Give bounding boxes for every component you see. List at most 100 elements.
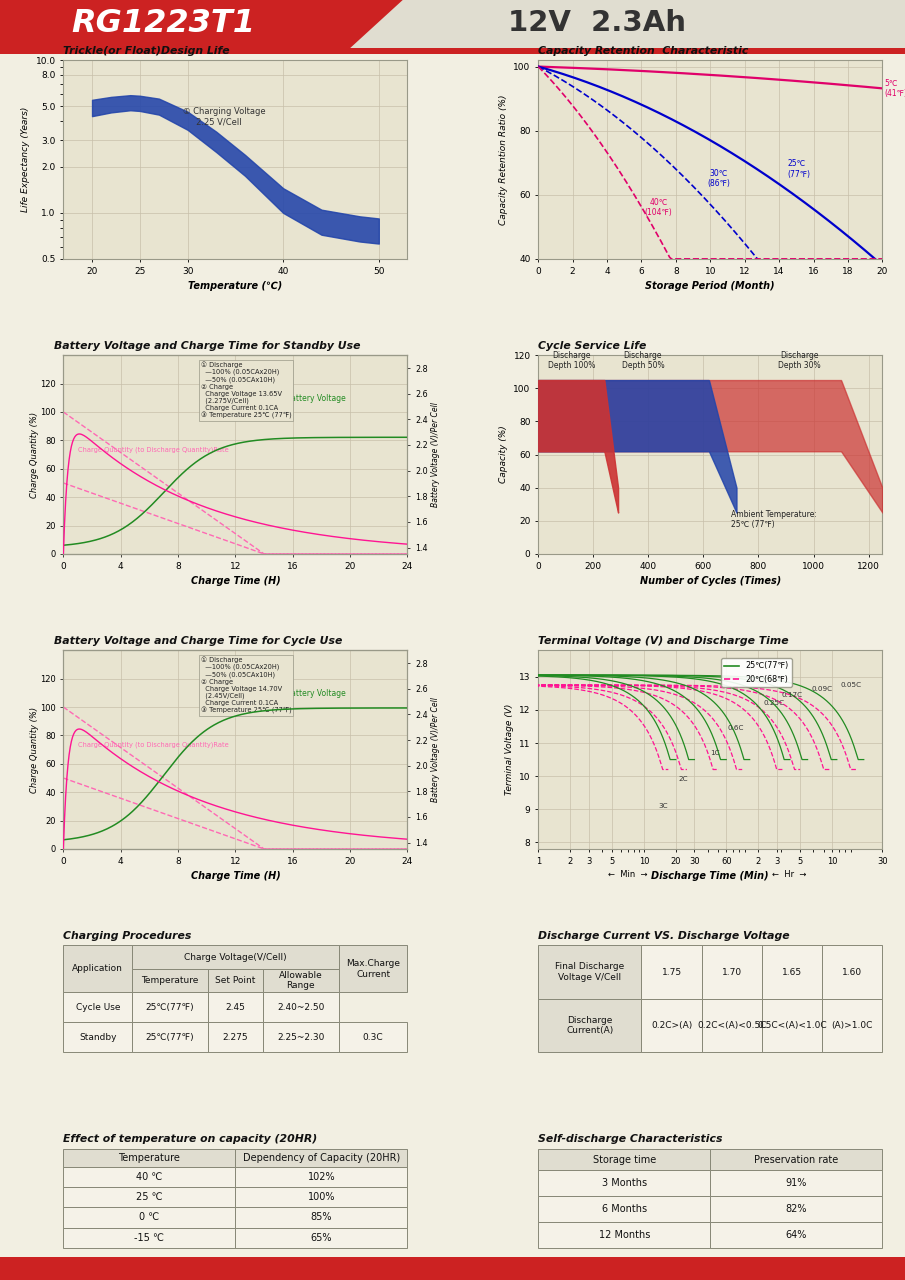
- Y-axis label: Capacity (%): Capacity (%): [499, 426, 508, 484]
- Text: 1.60: 1.60: [843, 968, 862, 977]
- FancyBboxPatch shape: [63, 1228, 235, 1248]
- Text: 0 ℃: 0 ℃: [139, 1212, 159, 1222]
- Y-axis label: Charge Quantity (%): Charge Quantity (%): [30, 411, 39, 498]
- FancyBboxPatch shape: [263, 1023, 338, 1052]
- FancyBboxPatch shape: [762, 946, 822, 998]
- X-axis label: Discharge Time (Min): Discharge Time (Min): [652, 872, 769, 881]
- FancyBboxPatch shape: [63, 1207, 235, 1228]
- FancyBboxPatch shape: [208, 969, 263, 992]
- FancyBboxPatch shape: [538, 1170, 710, 1197]
- Text: Discharge Current VS. Discharge Voltage: Discharge Current VS. Discharge Voltage: [538, 931, 790, 941]
- Text: 1.70: 1.70: [722, 968, 742, 977]
- Text: 6 Months: 6 Months: [602, 1204, 647, 1215]
- Text: Discharge
Depth 50%: Discharge Depth 50%: [622, 351, 664, 370]
- Text: 12 Months: 12 Months: [598, 1230, 650, 1240]
- Text: ① Discharge
  —100% (0.05CAx20H)
  —50% (0.05CAx10H)
② Charge
  Charge Voltage 1: ① Discharge —100% (0.05CAx20H) —50% (0.0…: [201, 657, 291, 714]
- Text: 0.2C>(A): 0.2C>(A): [651, 1021, 692, 1030]
- Y-axis label: Capacity Retention Ratio (%): Capacity Retention Ratio (%): [499, 95, 508, 225]
- Text: Capacity Retention  Characteristic: Capacity Retention Characteristic: [538, 46, 748, 56]
- Polygon shape: [0, 1257, 905, 1280]
- Text: 40℃
(104℉): 40℃ (104℉): [645, 198, 672, 218]
- Text: 0.3C: 0.3C: [363, 1033, 384, 1042]
- Text: 0.2C<(A)<0.5C: 0.2C<(A)<0.5C: [697, 1021, 767, 1030]
- Text: Final Discharge
Voltage V/Cell: Final Discharge Voltage V/Cell: [556, 963, 624, 982]
- Text: 0.05C: 0.05C: [841, 682, 862, 687]
- Text: Trickle(or Float)Design Life: Trickle(or Float)Design Life: [63, 46, 230, 56]
- Text: 82%: 82%: [786, 1204, 807, 1215]
- Text: 0.25C: 0.25C: [764, 700, 785, 705]
- Text: 0.5C<(A)<1.0C: 0.5C<(A)<1.0C: [757, 1021, 827, 1030]
- Polygon shape: [0, 0, 905, 54]
- FancyBboxPatch shape: [710, 1197, 882, 1222]
- FancyBboxPatch shape: [701, 998, 762, 1052]
- FancyBboxPatch shape: [132, 992, 208, 1023]
- Text: Dependency of Capacity (20HR): Dependency of Capacity (20HR): [243, 1152, 400, 1162]
- Y-axis label: Battery Voltage (V)/Per Cell: Battery Voltage (V)/Per Cell: [431, 402, 440, 507]
- Text: 102%: 102%: [308, 1171, 335, 1181]
- Text: 40 ℃: 40 ℃: [136, 1171, 163, 1181]
- Y-axis label: Terminal Voltage (V): Terminal Voltage (V): [505, 704, 513, 795]
- Text: Battery Voltage and Charge Time for Standby Use: Battery Voltage and Charge Time for Stan…: [54, 340, 361, 351]
- Text: Cycle Use: Cycle Use: [75, 1002, 120, 1012]
- Text: Discharge
Depth 30%: Discharge Depth 30%: [778, 351, 821, 370]
- Text: 1.65: 1.65: [782, 968, 802, 977]
- FancyBboxPatch shape: [235, 1148, 407, 1166]
- Text: Set Point: Set Point: [215, 977, 255, 986]
- FancyBboxPatch shape: [642, 946, 701, 998]
- Y-axis label: Life Expectancy (Years): Life Expectancy (Years): [21, 106, 30, 212]
- FancyBboxPatch shape: [701, 946, 762, 998]
- Text: 2.25~2.30: 2.25~2.30: [277, 1033, 325, 1042]
- Text: 0.6C: 0.6C: [728, 724, 744, 731]
- FancyBboxPatch shape: [263, 969, 338, 992]
- Text: Effect of temperature on capacity (20HR): Effect of temperature on capacity (20HR): [63, 1134, 318, 1144]
- Text: Ambient Temperature:
25℃ (77℉): Ambient Temperature: 25℃ (77℉): [731, 509, 817, 530]
- X-axis label: Number of Cycles (Times): Number of Cycles (Times): [640, 576, 781, 586]
- FancyBboxPatch shape: [263, 992, 338, 1023]
- Text: Battery Voltage and Charge Time for Cycle Use: Battery Voltage and Charge Time for Cycl…: [54, 636, 343, 646]
- Text: 0.09C: 0.09C: [812, 686, 833, 691]
- FancyBboxPatch shape: [132, 969, 208, 992]
- Text: 25℃
(77℉): 25℃ (77℉): [787, 160, 811, 179]
- Text: ←  Hr  →: ← Hr →: [772, 870, 806, 879]
- Text: 1C: 1C: [710, 750, 719, 755]
- Text: 100%: 100%: [308, 1192, 335, 1202]
- Text: Max.Charge
Current: Max.Charge Current: [346, 959, 400, 978]
- Text: 0.17C: 0.17C: [782, 691, 803, 698]
- Text: Charging Procedures: Charging Procedures: [63, 931, 192, 941]
- FancyBboxPatch shape: [710, 1148, 882, 1170]
- Text: Standby: Standby: [79, 1033, 117, 1042]
- Text: ① Charging Voltage
     2.25 V/Cell: ① Charging Voltage 2.25 V/Cell: [183, 108, 265, 127]
- Text: Battery Voltage: Battery Voltage: [286, 689, 346, 698]
- Text: Terminal Voltage (V) and Discharge Time: Terminal Voltage (V) and Discharge Time: [538, 636, 789, 646]
- FancyBboxPatch shape: [710, 1170, 882, 1197]
- FancyBboxPatch shape: [538, 998, 642, 1052]
- FancyBboxPatch shape: [208, 992, 263, 1023]
- Text: 64%: 64%: [786, 1230, 807, 1240]
- FancyBboxPatch shape: [642, 998, 701, 1052]
- Y-axis label: Battery Voltage (V)/Per Cell: Battery Voltage (V)/Per Cell: [431, 698, 440, 803]
- Polygon shape: [0, 49, 905, 54]
- Text: Temperature: Temperature: [141, 977, 199, 986]
- FancyBboxPatch shape: [762, 998, 822, 1052]
- Polygon shape: [0, 0, 403, 54]
- Text: 65%: 65%: [310, 1233, 332, 1243]
- Text: (A)>1.0C: (A)>1.0C: [832, 1021, 873, 1030]
- Y-axis label: Charge Quantity (%): Charge Quantity (%): [30, 707, 39, 792]
- FancyBboxPatch shape: [63, 1187, 235, 1207]
- FancyBboxPatch shape: [132, 946, 338, 969]
- Legend: 25℃(77℉), 20℃(68℉): 25℃(77℉), 20℃(68℉): [721, 658, 792, 687]
- FancyBboxPatch shape: [538, 946, 642, 998]
- Text: 2.275: 2.275: [223, 1033, 248, 1042]
- FancyBboxPatch shape: [538, 1197, 710, 1222]
- Text: -15 ℃: -15 ℃: [134, 1233, 165, 1243]
- FancyBboxPatch shape: [132, 1023, 208, 1052]
- FancyBboxPatch shape: [338, 1023, 407, 1052]
- FancyBboxPatch shape: [822, 998, 882, 1052]
- FancyBboxPatch shape: [710, 1222, 882, 1248]
- Text: 12V  2.3Ah: 12V 2.3Ah: [509, 9, 686, 37]
- Text: Self-discharge Characteristics: Self-discharge Characteristics: [538, 1134, 723, 1144]
- FancyBboxPatch shape: [208, 1023, 263, 1052]
- FancyBboxPatch shape: [235, 1228, 407, 1248]
- Text: 3 Months: 3 Months: [602, 1179, 647, 1188]
- Text: 3C: 3C: [659, 803, 668, 809]
